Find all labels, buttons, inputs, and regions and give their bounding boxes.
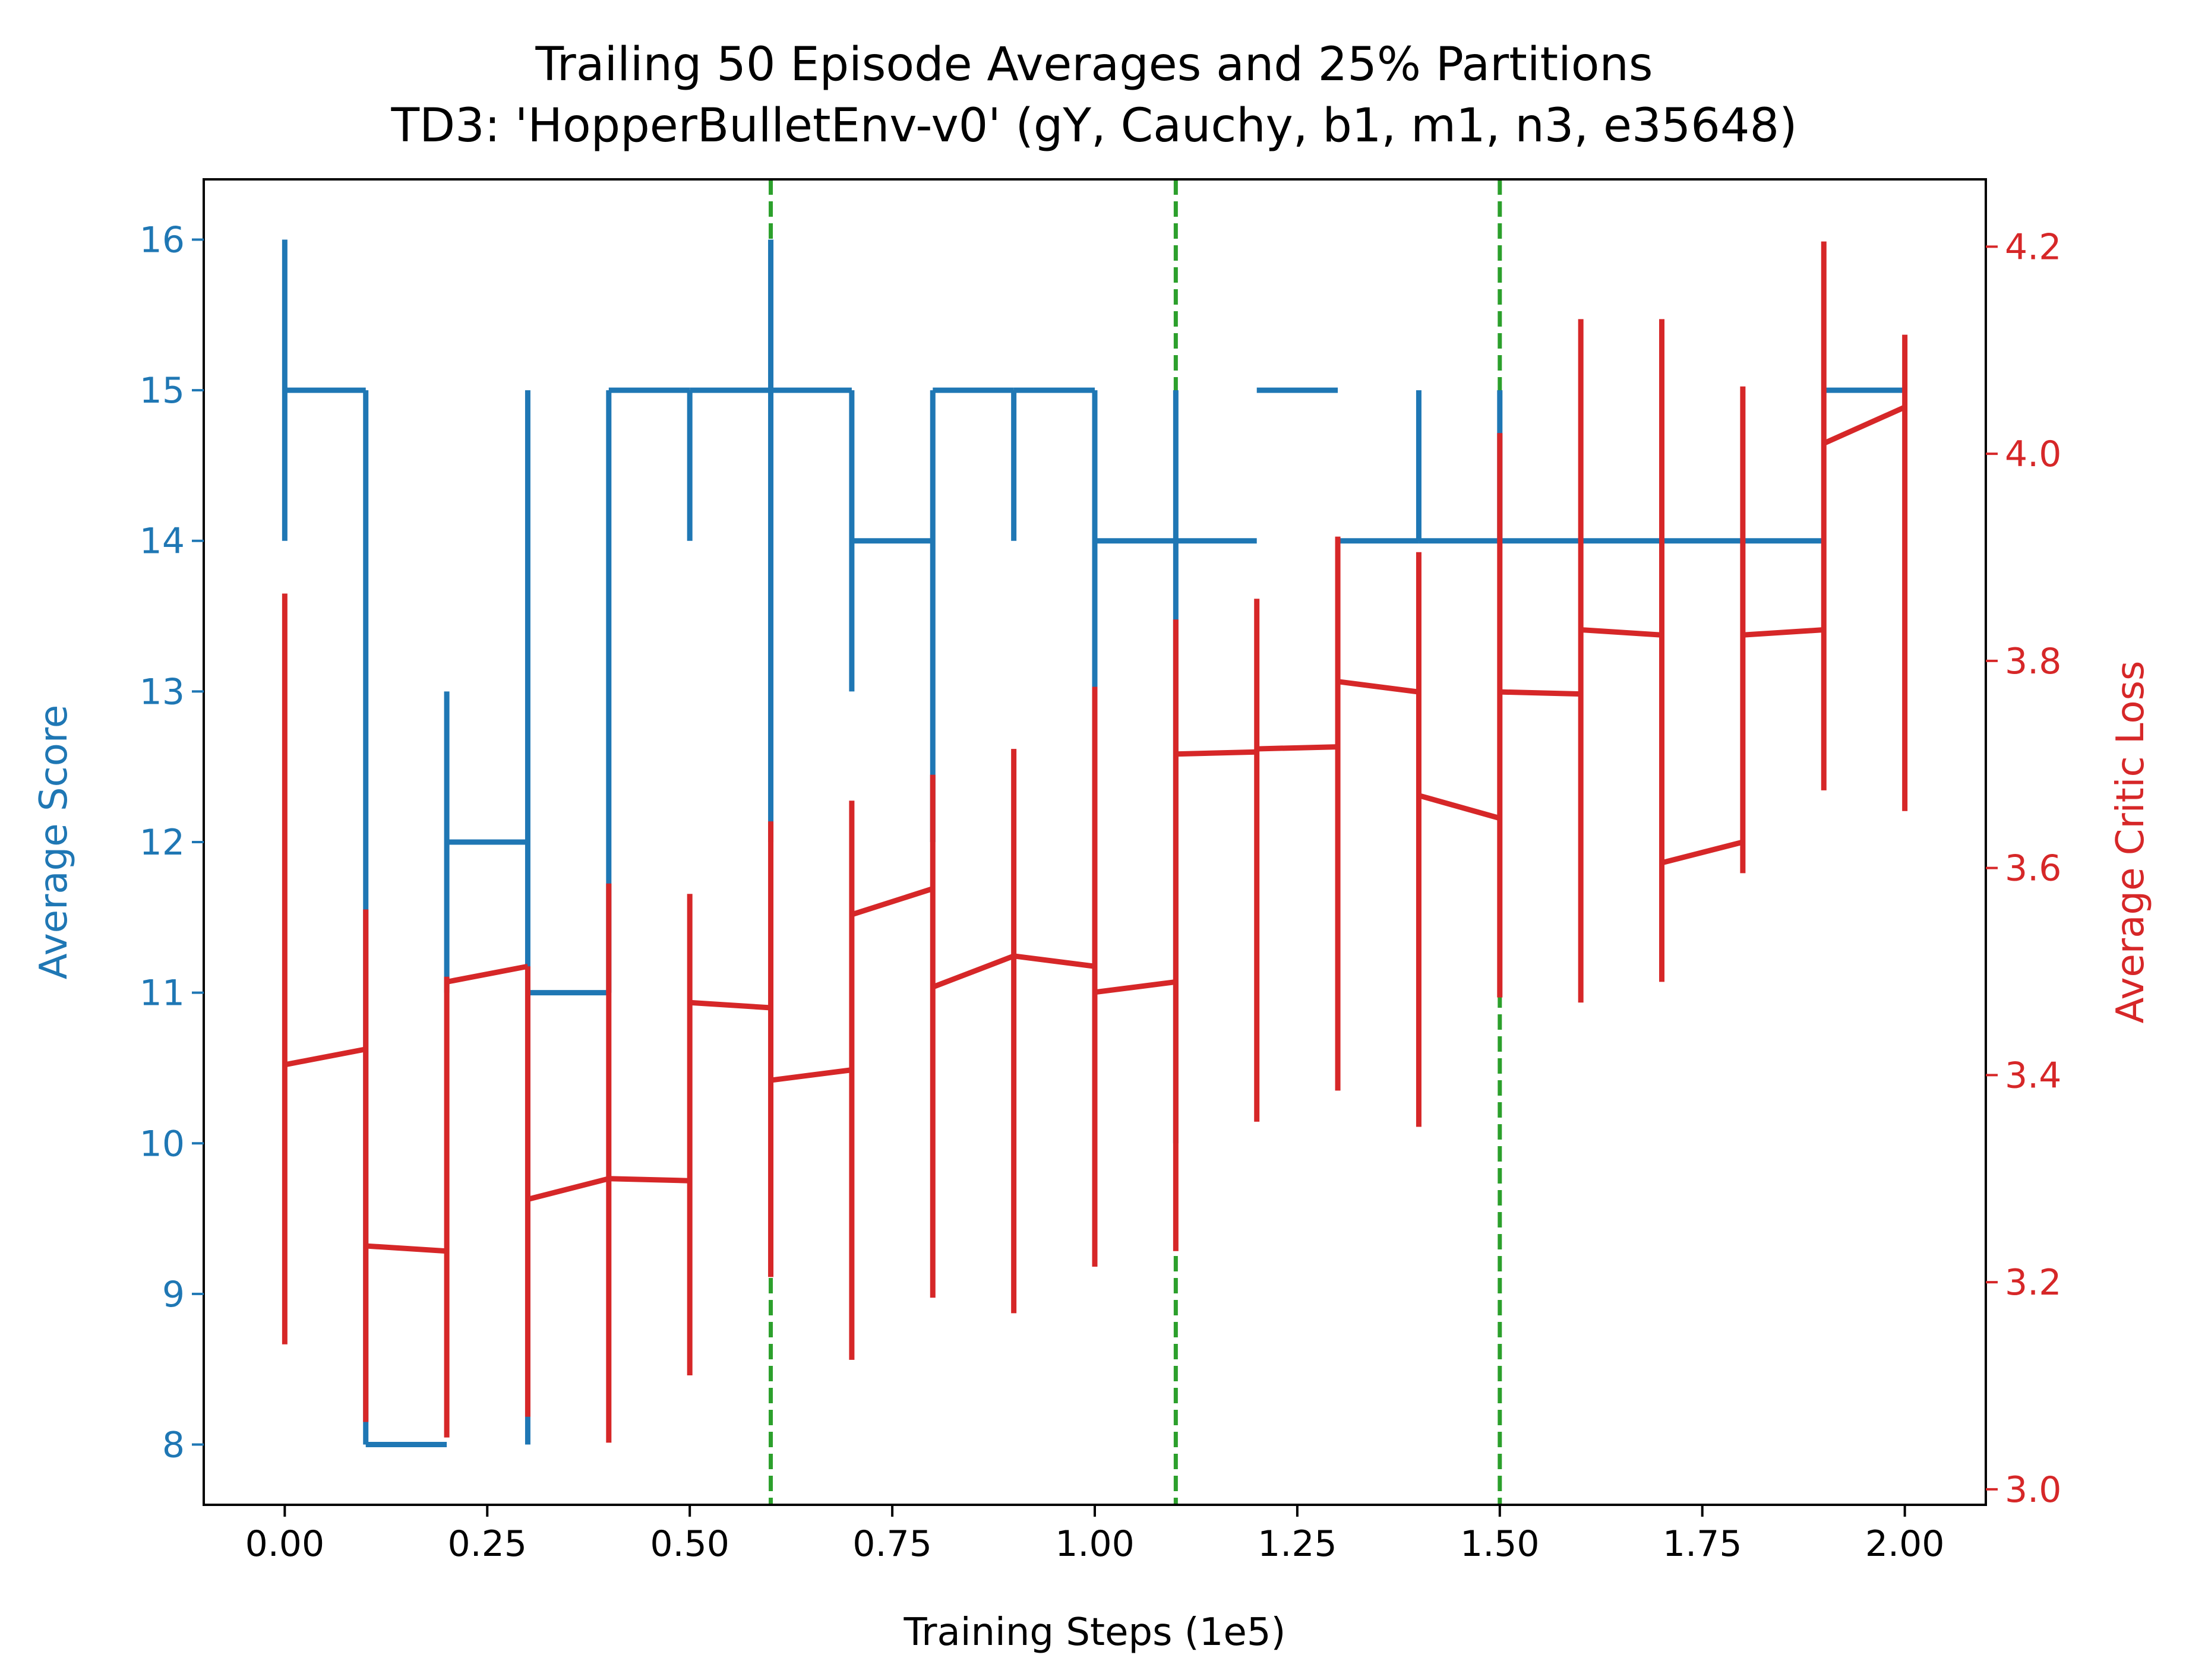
- y-right-tick-label-5: 4.0: [2005, 434, 2061, 475]
- critic-mean-segment-13: [1337, 679, 1420, 695]
- x-tick-label-8: 2.00: [1865, 1523, 1945, 1565]
- critic-mean-segment-9: [1013, 953, 1095, 969]
- x-tick-label-4: 1.00: [1055, 1523, 1135, 1565]
- y-right-tick-label-0: 3.0: [2005, 1469, 2061, 1511]
- x-tick-label-1: 0.25: [447, 1523, 527, 1565]
- x-tick-label-0: 0.00: [245, 1523, 325, 1565]
- critic-mean-segment-8: [931, 953, 1015, 990]
- y-left-tick-label-7: 15: [140, 370, 185, 412]
- x-axis-label: Training Steps (1e5): [903, 1611, 1285, 1654]
- y-left-tick-label-5: 13: [140, 671, 185, 713]
- y-right-tick-label-4: 3.8: [2005, 641, 2061, 682]
- y-axis-left-label: Average Score: [32, 705, 76, 979]
- x-tick-label-2: 0.50: [650, 1523, 729, 1565]
- y-right-tick-label-6: 4.2: [2005, 226, 2061, 268]
- critic-mean-segment-0: [284, 1046, 367, 1068]
- chart-subtitle: TD3: 'HopperBulletEnv-v0' (gY, Cauchy, b…: [390, 99, 1797, 153]
- x-tick-label-3: 0.75: [852, 1523, 932, 1565]
- critic-mean-segment-2: [446, 963, 529, 985]
- critic-mean-segment-14: [1418, 793, 1501, 821]
- y-right-tick-label-3: 3.6: [2005, 848, 2061, 890]
- y-axis-right-label: Average Critic Loss: [2109, 661, 2153, 1024]
- x-tick-label-6: 1.50: [1460, 1523, 1540, 1565]
- critic-mean-segment-7: [851, 886, 934, 917]
- critic-mean-segment-18: [1742, 627, 1824, 638]
- y-left-tick-label-6: 14: [140, 521, 185, 562]
- axis-ticks: 0.00 0.25 0.50 0.75 1.00 1.25 1.50 1.75 2.00 8 9 10…: [140, 219, 2062, 1565]
- y-left-tick-label-0: 8: [162, 1425, 185, 1466]
- y-right-tick-label-1: 3.2: [2005, 1262, 2061, 1303]
- y-left-tick-label-2: 10: [140, 1123, 185, 1165]
- x-tick-label-7: 1.75: [1663, 1523, 1742, 1565]
- critic-mean-segment-15: [1499, 689, 1581, 697]
- critic-mean-segment-10: [1094, 979, 1176, 995]
- plot-area: [282, 179, 1908, 1505]
- critic-mean-segment-16: [1580, 627, 1662, 638]
- y-left-tick-label-8: 16: [140, 219, 185, 261]
- y-left-tick-label-4: 12: [140, 822, 185, 863]
- critic-mean-segment-17: [1661, 839, 1744, 866]
- critic-mean-segment-1: [365, 1243, 447, 1254]
- critic-mean-segment-3: [527, 1176, 609, 1202]
- critic-mean-segment-12: [1256, 744, 1338, 752]
- critic-mean-segment-4: [608, 1176, 690, 1184]
- y-right-tick-label-2: 3.4: [2005, 1055, 2061, 1096]
- y-left-tick-label-1: 9: [162, 1274, 185, 1315]
- x-tick-label-5: 1.25: [1258, 1523, 1337, 1565]
- critic-mean-segment-11: [1176, 749, 1257, 757]
- y-left-tick-label-3: 11: [140, 973, 185, 1014]
- critic-mean-segment-6: [770, 1067, 852, 1083]
- chart-title: Trailing 50 Episode Averages and 25% Par…: [535, 38, 1653, 91]
- critic-mean-segment-19: [1822, 404, 1906, 446]
- critic-mean-segment-5: [689, 999, 771, 1011]
